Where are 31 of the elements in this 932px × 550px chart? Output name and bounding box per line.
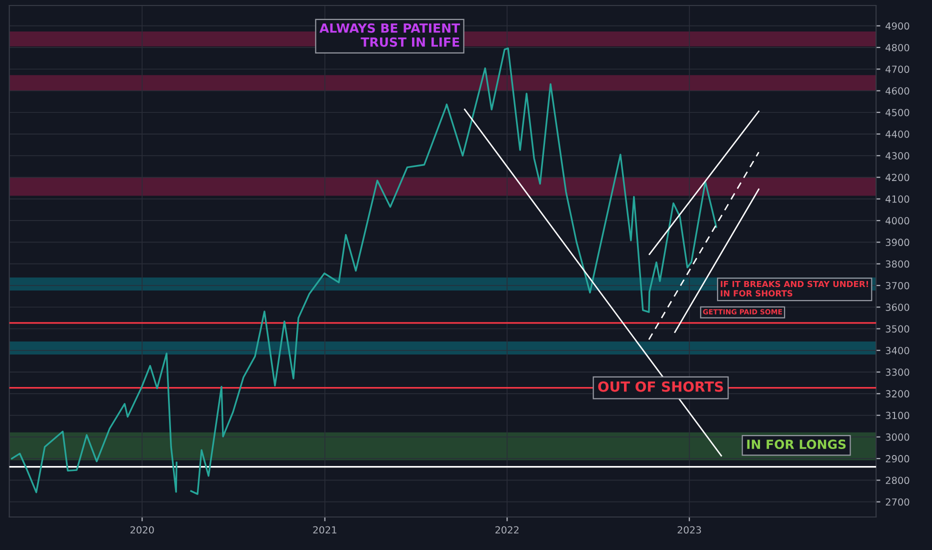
y-tick-label: 4300 xyxy=(886,152,910,160)
y-tick-label: 4800 xyxy=(886,44,910,52)
y-tick-label: 3200 xyxy=(886,390,910,398)
y-tick-label: 3500 xyxy=(886,325,910,333)
annotation: OUT OF SHORTS xyxy=(598,381,723,392)
y-tick-label: 3800 xyxy=(886,260,910,268)
y-tick-label: 3600 xyxy=(886,304,910,311)
y-tick-label: 3400 xyxy=(886,346,910,354)
y-tick-label: 4600 xyxy=(886,87,910,95)
x-tick-label: 2023 xyxy=(678,526,701,534)
annotation: ALWAYS BE PATIENT TRUST IN LIFE xyxy=(319,23,460,47)
annotation: IF IT BREAKS AND STAY UNDER! IN FOR SHORTS xyxy=(720,280,868,296)
y-tick-label: 2700 xyxy=(886,498,910,506)
y-tick-label: 4000 xyxy=(886,217,910,224)
x-tick-label: 2020 xyxy=(130,526,154,534)
y-tick-label: 4100 xyxy=(886,195,910,203)
y-tick-label: 3100 xyxy=(886,412,910,420)
y-tick-label: 2800 xyxy=(886,476,910,484)
x-tick-label: 2022 xyxy=(495,526,519,534)
y-tick-label: 4700 xyxy=(886,66,910,73)
annotation: IN FOR LONGS xyxy=(747,440,846,450)
y-tick-label: 3000 xyxy=(886,433,910,441)
y-tick-label: 4400 xyxy=(886,130,910,138)
y-tick-label: 3900 xyxy=(886,238,910,246)
y-tick-label: 4900 xyxy=(886,22,910,30)
y-tick-label: 3700 xyxy=(886,282,910,290)
y-tick-label: 4500 xyxy=(886,108,910,116)
y-tick-label: 3300 xyxy=(886,368,910,376)
y-tick-label: 4200 xyxy=(886,174,910,182)
y-tick-label: 2900 xyxy=(886,455,910,462)
x-tick-label: 2021 xyxy=(313,526,336,534)
